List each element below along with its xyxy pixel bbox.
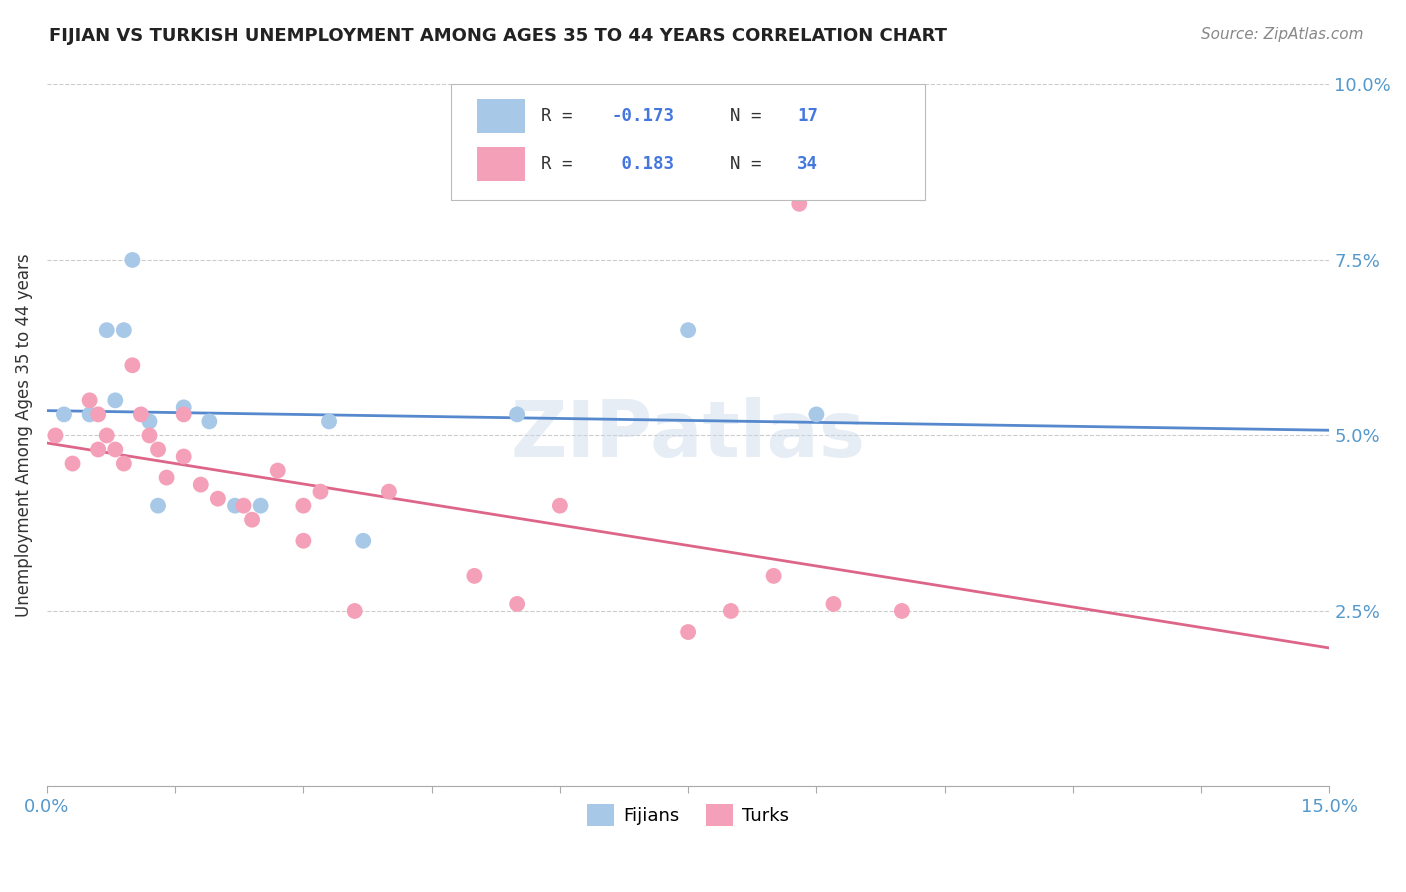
- Point: [762, 569, 785, 583]
- Point: [890, 604, 912, 618]
- Point: [79, 408, 101, 422]
- Point: [823, 597, 845, 611]
- Point: [96, 428, 118, 442]
- Point: [104, 442, 127, 457]
- Point: [207, 491, 229, 506]
- Point: [87, 408, 110, 422]
- Point: [352, 533, 374, 548]
- Point: [53, 408, 76, 422]
- Text: ZIPatlas: ZIPatlas: [510, 398, 866, 474]
- Legend: Fijians, Turks: Fijians, Turks: [579, 797, 797, 834]
- Point: [121, 252, 143, 267]
- Point: [292, 533, 315, 548]
- Point: [240, 513, 263, 527]
- Point: [292, 499, 315, 513]
- Point: [190, 477, 212, 491]
- Point: [129, 408, 152, 422]
- Text: 0.183: 0.183: [612, 155, 675, 173]
- Point: [112, 323, 135, 337]
- Point: [787, 196, 810, 211]
- Text: R =: R =: [541, 155, 582, 173]
- Text: 17: 17: [797, 107, 818, 125]
- Point: [173, 408, 195, 422]
- Point: [318, 414, 340, 428]
- Text: Source: ZipAtlas.com: Source: ZipAtlas.com: [1201, 27, 1364, 42]
- Point: [79, 393, 101, 408]
- Point: [146, 442, 169, 457]
- Point: [104, 393, 127, 408]
- Point: [806, 408, 828, 422]
- Text: R =: R =: [541, 107, 582, 125]
- Y-axis label: Unemployment Among Ages 35 to 44 years: Unemployment Among Ages 35 to 44 years: [15, 253, 32, 617]
- Point: [96, 323, 118, 337]
- Point: [112, 457, 135, 471]
- Text: 34: 34: [797, 155, 818, 173]
- Point: [343, 604, 366, 618]
- Point: [138, 428, 160, 442]
- Point: [249, 499, 271, 513]
- Point: [232, 499, 254, 513]
- Point: [146, 499, 169, 513]
- Point: [378, 484, 401, 499]
- Point: [138, 414, 160, 428]
- Point: [173, 450, 195, 464]
- Point: [121, 358, 143, 372]
- Text: N =: N =: [731, 155, 772, 173]
- Point: [309, 484, 332, 499]
- Point: [87, 442, 110, 457]
- Text: FIJIAN VS TURKISH UNEMPLOYMENT AMONG AGES 35 TO 44 YEARS CORRELATION CHART: FIJIAN VS TURKISH UNEMPLOYMENT AMONG AGE…: [49, 27, 948, 45]
- Point: [676, 323, 699, 337]
- Point: [548, 499, 571, 513]
- Point: [155, 470, 177, 484]
- Point: [224, 499, 246, 513]
- Point: [267, 464, 290, 478]
- Point: [506, 597, 529, 611]
- Point: [44, 428, 66, 442]
- Text: -0.173: -0.173: [612, 107, 675, 125]
- FancyBboxPatch shape: [451, 85, 925, 201]
- Point: [506, 408, 529, 422]
- Point: [676, 625, 699, 640]
- Point: [62, 457, 84, 471]
- Point: [463, 569, 485, 583]
- Text: N =: N =: [731, 107, 772, 125]
- FancyBboxPatch shape: [477, 99, 526, 133]
- Point: [720, 604, 742, 618]
- Point: [198, 414, 221, 428]
- FancyBboxPatch shape: [477, 147, 526, 180]
- Point: [173, 401, 195, 415]
